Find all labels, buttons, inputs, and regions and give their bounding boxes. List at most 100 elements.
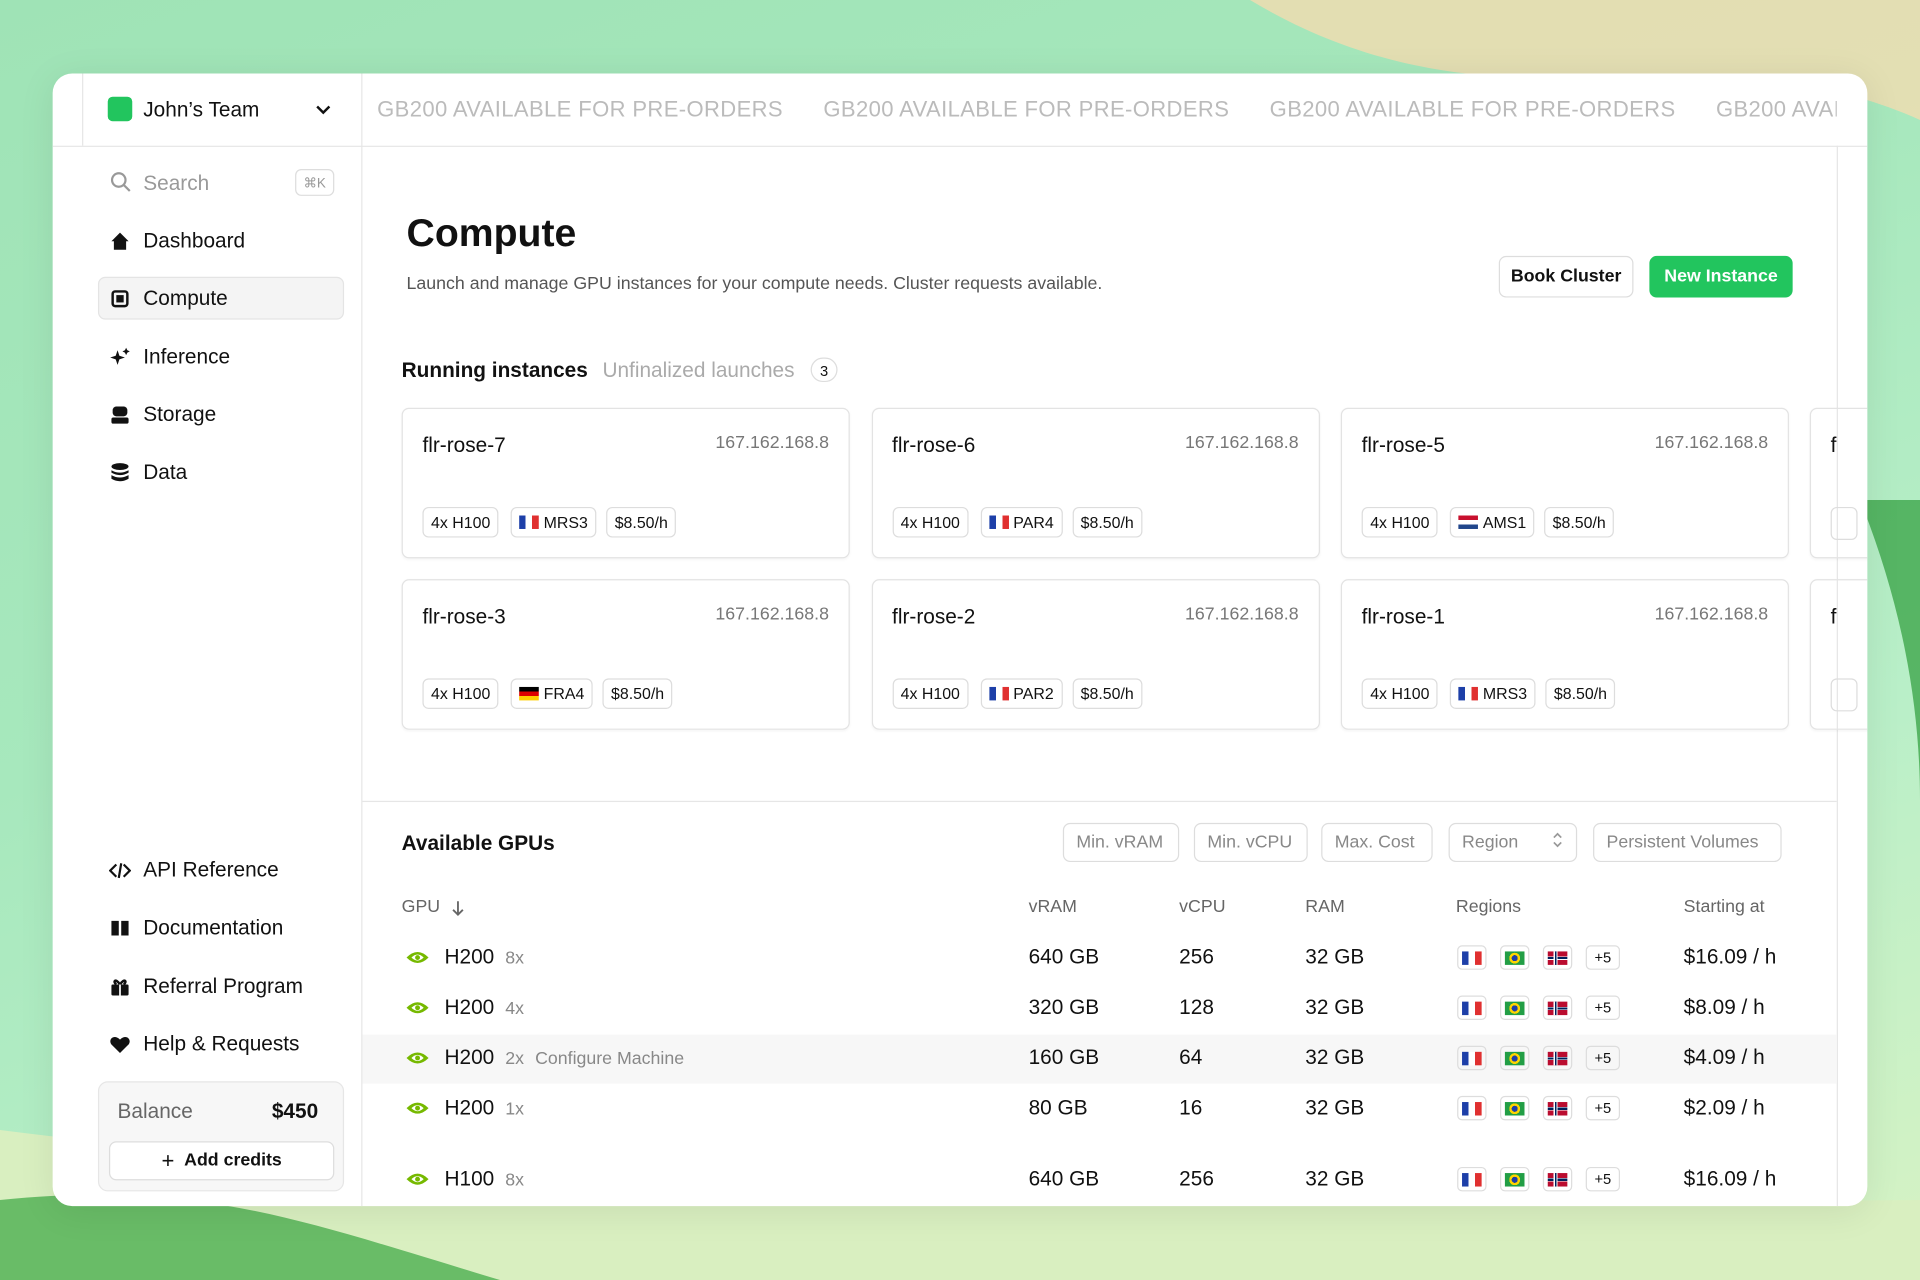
instance-card[interactable]: flr-rose-2 167.162.168.8 4x H100 PAR2 $8.50/… [871, 579, 1320, 730]
filter-label: Min. vCPU [1207, 832, 1293, 853]
nav-icon [109, 288, 131, 310]
banner: GB200 AVAILABLE FOR PRE-ORDERS GB200 AVAI… [377, 97, 1837, 123]
book-cluster-button[interactable]: Book Cluster [1498, 255, 1634, 298]
nav-item[interactable]: API Reference [143, 858, 279, 882]
region-chip: PAR4 [980, 506, 1063, 538]
flag [1547, 1051, 1568, 1065]
chip-partial [1830, 506, 1858, 541]
vram: 640 GB [1028, 945, 1100, 969]
filter-button[interactable]: Min. vCPU [1193, 822, 1308, 863]
vram: 320 GB [1028, 995, 1100, 1019]
instance-card[interactable]: flr-rose-3 167.162.168.8 4x H100 FRA4 $8.50/… [401, 579, 850, 730]
nav-icon [109, 1033, 131, 1055]
nvidia-icon [405, 1100, 429, 1117]
filter-button[interactable]: Persistent Volumes [1593, 822, 1782, 863]
column-header: RAM [1305, 897, 1345, 918]
configure-link[interactable]: Configure Machine [535, 1049, 685, 1069]
flag [1462, 1001, 1482, 1015]
gpu-name-group[interactable]: H200 2x Configure Machine [444, 1046, 684, 1070]
instance-ip: 167.162.168.8 [715, 433, 829, 454]
team-name[interactable]: John’s Team [143, 97, 260, 122]
instance-card-partial[interactable]: f [1809, 407, 1868, 559]
section-divider [362, 800, 1837, 803]
column-header: Regions [1455, 897, 1522, 918]
topbar-divider [52, 145, 1868, 147]
region-flag [1542, 945, 1573, 970]
instance-name: flr-rose-7 [422, 433, 506, 457]
filter-button[interactable]: Max. Cost [1321, 822, 1433, 863]
region-flag [1457, 1095, 1487, 1121]
region-chip: MRS3 [1449, 678, 1536, 709]
nav-item[interactable]: Dashboard [143, 228, 246, 253]
nav-item[interactable]: Documentation [143, 915, 284, 940]
nvidia-icon [405, 1049, 429, 1066]
price-chip: $8.50/h [1544, 506, 1615, 538]
nav-icon [109, 230, 131, 252]
region-flag [1542, 1095, 1573, 1121]
price: $2.09 / h [1683, 1095, 1765, 1120]
search[interactable]: Search [143, 171, 210, 195]
gpu-name-group[interactable]: H200 4x [444, 996, 524, 1020]
nav-icon [109, 347, 131, 369]
nvidia-icon [405, 999, 429, 1016]
tab-count: 3 [810, 357, 838, 383]
column-header: vRAM [1028, 897, 1077, 918]
price-chip: $8.50/h [602, 678, 673, 709]
filter-button[interactable]: Region [1448, 822, 1578, 863]
filter-label: Min. vRAM [1076, 832, 1164, 853]
add-credits-button[interactable]: + Add credits [108, 1141, 335, 1181]
flag [1547, 1001, 1568, 1015]
ram: 32 GB [1305, 945, 1365, 969]
shortcut: ⌘K [295, 168, 335, 196]
instance-card-partial[interactable]: f [1809, 579, 1868, 730]
nav-item[interactable]: Compute [143, 286, 228, 310]
vcpu: 16 [1179, 1095, 1203, 1120]
ram: 32 GB [1305, 1045, 1365, 1069]
region-flag [1457, 945, 1487, 970]
filter-button[interactable]: Min. vRAM [1062, 822, 1180, 863]
row-highlight [362, 1034, 1837, 1084]
region-flag [1457, 995, 1487, 1021]
nav-item[interactable]: Referral Program [143, 974, 303, 998]
region-flag [1500, 945, 1530, 970]
flag [1504, 950, 1525, 965]
instance-card[interactable]: flr-rose-1 167.162.168.8 4x H100 MRS3 $8.50/… [1340, 579, 1789, 730]
instance-card[interactable]: flr-rose-7 167.162.168.8 4x H100 MRS3 $8.50/… [401, 407, 850, 559]
gpu-name-group[interactable]: H200 1x [444, 1096, 524, 1120]
region-chip: FRA4 [510, 678, 593, 709]
gpu-name-group[interactable]: H200 8x [444, 945, 524, 969]
region-flag [1457, 1166, 1487, 1192]
instance-card[interactable]: flr-rose-5 167.162.168.8 4x H100 AMS1 $8.50/… [1340, 407, 1789, 559]
gpu-chip: 4x H100 [422, 506, 499, 538]
nav-item[interactable]: Data [143, 460, 188, 484]
column-header: Starting at [1683, 897, 1765, 918]
nav-item[interactable]: Inference [143, 345, 231, 369]
scroll-divider [1836, 145, 1838, 1207]
banner-text: GB200 AVAILABLE FOR PRE-ORDERS [1269, 96, 1676, 122]
gpu-name-group[interactable]: H100 8x [444, 1167, 524, 1191]
nav-item[interactable]: Storage [143, 402, 217, 427]
nvidia-icon [405, 1171, 429, 1188]
tab-inactive[interactable]: Unfinalized launches [602, 358, 795, 383]
new-instance-button[interactable]: New Instance [1649, 255, 1793, 298]
chevron[interactable] [315, 102, 332, 119]
tab-active[interactable]: Running instances [401, 358, 588, 383]
gpu-name: H200 [444, 1045, 495, 1069]
sort-icon [1551, 831, 1563, 853]
more-regions: +5 [1585, 1045, 1621, 1071]
nav-item[interactable]: Help & Requests [143, 1032, 300, 1056]
balance-label: Balance [117, 1099, 193, 1123]
flag [1462, 1101, 1482, 1115]
instance-card[interactable]: flr-rose-6 167.162.168.8 4x H100 PAR4 $8.50/… [871, 407, 1320, 559]
ram: 32 GB [1305, 1166, 1365, 1191]
gpu-chip: 4x H100 [892, 678, 969, 709]
team-avatar [107, 96, 133, 122]
flag [1504, 1101, 1525, 1115]
region-flag [1542, 995, 1573, 1021]
flag [1462, 1172, 1482, 1186]
region-label: PAR2 [1013, 684, 1054, 703]
region-chip: MRS3 [510, 506, 597, 538]
page-subtitle: Launch and manage GPU instances for your… [406, 274, 1103, 294]
flag [1504, 1172, 1525, 1186]
